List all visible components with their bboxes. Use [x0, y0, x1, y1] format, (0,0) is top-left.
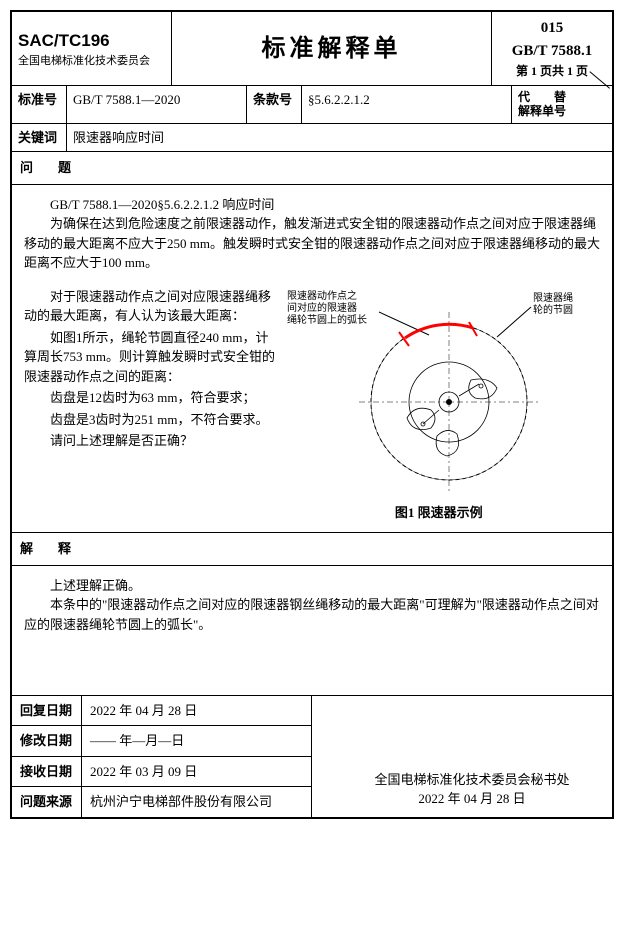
meta-row-2: 关键词 限速器响应时间 [12, 124, 612, 153]
reply-date: 2022 年 04 月 28 日 [82, 696, 312, 727]
std-no: GB/T 7588.1—2020 [67, 86, 247, 124]
arc-highlight [405, 324, 473, 338]
source: 杭州沪宁电梯部件股份有限公司 [82, 787, 312, 817]
doc-title: 标准解释单 [262, 31, 402, 67]
figure-area: 限速器动作点之 间对应的限速器 绳轮节圆上的弧长 限速器绳 轮的节圆 [277, 287, 600, 523]
replace-label: 代 替 解释单号 [512, 86, 612, 124]
recv-date: 2022 年 03 月 09 日 [82, 757, 312, 788]
q-l1: 对于限速器动作点之间对应限速器绳移动的最大距离，有人认为该最大距离： [24, 287, 277, 326]
q-l5: 请问上述理解是否正确？ [24, 431, 277, 451]
keyword: 限速器响应时间 [67, 124, 612, 153]
clause: §5.6.2.2.1.2 [302, 86, 512, 124]
arc-label-l3: 绳轮节圆上的弧长 [287, 313, 367, 326]
header-row: SAC/TC196 全国电梯标准化技术委员会 标准解释单 015 GB/T 75… [12, 12, 612, 86]
source-label: 问题来源 [12, 787, 82, 817]
q-l2: 如图1所示，绳轮节圆直径240 mm，计算周长753 mm。则计算触发瞬时式安全… [24, 328, 277, 387]
figure-caption: 图1 限速器示例 [395, 503, 483, 523]
sig-org: 全国电梯标准化技术委员会秘书处 [352, 770, 592, 790]
pitch-label-l2: 轮的节圆 [533, 303, 573, 316]
q-para1: 为确保在达到危险速度之前限速器动作，触发渐进式安全钳的限速器动作点之间对应于限速… [24, 214, 600, 273]
clause-label: 条款号 [247, 86, 302, 124]
a-p2: 本条中的"限速器动作点之间对应的限速器钢丝绳移动的最大距离"可理解为"限速器动作… [24, 595, 600, 634]
question-body: GB/T 7588.1—2020§5.6.2.2.1.2 响应时间 为确保在达到… [12, 185, 612, 534]
document-sheet: SAC/TC196 全国电梯标准化技术委员会 标准解释单 015 GB/T 75… [10, 10, 614, 819]
rev-date-label: 修改日期 [12, 726, 82, 757]
rev-date: —— 年—月—日 [82, 726, 312, 757]
keyword-label: 关键词 [12, 124, 67, 153]
q-l4: 齿盘是3齿时为251 mm，不符合要求。 [24, 410, 277, 430]
arc-label-l1: 限速器动作点之 [287, 289, 357, 302]
answer-heading: 解 释 [12, 533, 612, 566]
arc-label-l2: 间对应的限速器 [287, 301, 357, 314]
std-no-label: 标准号 [12, 86, 67, 124]
std-ref: GB/T 7588.1 [498, 40, 606, 63]
doc-seq: 015 [498, 17, 606, 40]
org-code: SAC/TC196 [18, 28, 165, 54]
q-left-text: 对于限速器动作点之间对应限速器绳移动的最大距离，有人认为该最大距离： 如图1所示… [24, 287, 277, 523]
footer-block: 回复日期 2022 年 04 月 28 日 修改日期 —— 年—月—日 接收日期… [12, 696, 612, 817]
pitch-label-l1: 限速器绳 [533, 291, 573, 304]
q-clause: GB/T 7588.1—2020§5.6.2.2.1.2 响应时间 [24, 195, 600, 215]
committee-name: 全国电梯标准化技术委员会 [18, 53, 165, 70]
reply-date-label: 回复日期 [12, 696, 82, 727]
q-l3: 齿盘是12齿时为63 mm，符合要求； [24, 388, 277, 408]
governor-diagram: 限速器动作点之 间对应的限速器 绳轮节圆上的弧长 限速器绳 轮的节圆 [279, 287, 599, 497]
meta-row-1: 标准号 GB/T 7588.1—2020 条款号 §5.6.2.2.1.2 代 … [12, 86, 612, 124]
recv-date-label: 接收日期 [12, 757, 82, 788]
a-p1: 上述理解正确。 [24, 576, 600, 596]
sig-date: 2022 年 04 月 28 日 [352, 789, 592, 809]
question-heading: 问 题 [12, 152, 612, 185]
answer-body: 上述理解正确。 本条中的"限速器动作点之间对应的限速器钢丝绳移动的最大距离"可理… [12, 566, 612, 696]
signature-block: 全国电梯标准化技术委员会秘书处 2022 年 04 月 28 日 [352, 770, 592, 809]
